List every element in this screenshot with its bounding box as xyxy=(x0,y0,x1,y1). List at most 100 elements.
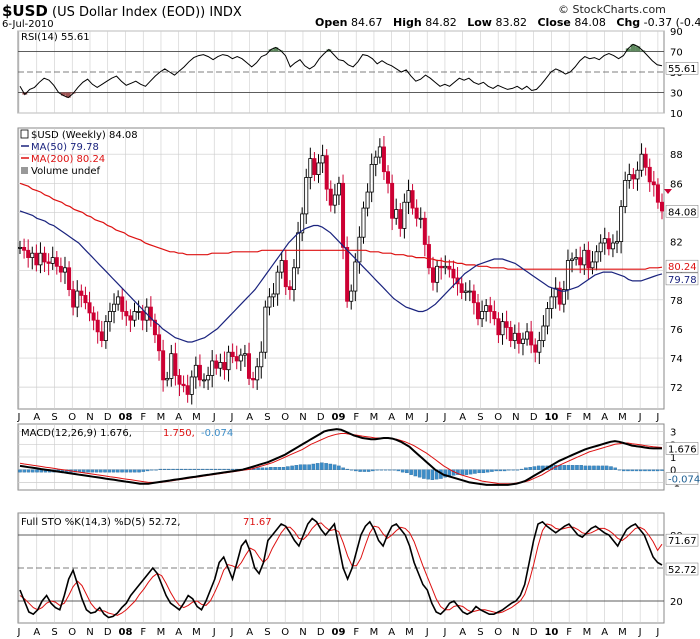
macd-histogram-bar xyxy=(609,466,613,470)
price-bar-body xyxy=(553,287,558,298)
x-axis-label: M xyxy=(405,412,414,423)
x-axis-label: D xyxy=(317,627,325,638)
price-bar-body xyxy=(586,249,591,269)
sto-legend-d: 71.67 xyxy=(243,517,272,528)
x-axis-label: S xyxy=(477,412,483,423)
macd-histogram-bar xyxy=(188,468,192,470)
symbol: $USD xyxy=(2,2,48,20)
price-bar-body xyxy=(34,252,39,266)
x-axis-label: D xyxy=(530,412,538,423)
macd-histogram-bar xyxy=(260,467,265,470)
price-bar-body xyxy=(381,146,386,173)
price-bar-body xyxy=(349,290,354,302)
y-axis-tick: 88 xyxy=(670,150,683,161)
macd-histogram-bar xyxy=(90,469,95,473)
y-axis-tick: 3 xyxy=(670,428,676,439)
macd-signal-line xyxy=(19,433,663,485)
macd-histogram-bar xyxy=(120,469,124,473)
macd-histogram-bar xyxy=(592,465,596,470)
macd-histogram-bar xyxy=(473,469,477,474)
y-axis-tick: 1 xyxy=(670,453,676,464)
price-bar-body xyxy=(529,331,534,346)
macd-histogram-bar xyxy=(587,465,592,470)
price-bar-body xyxy=(471,290,476,304)
macd-histogram-bar xyxy=(103,469,107,473)
x-axis-label: J xyxy=(638,412,642,423)
price-bar-body xyxy=(300,213,305,234)
price-bar-body xyxy=(336,182,341,196)
price-bar-body xyxy=(54,257,59,267)
macd-histogram-bar xyxy=(324,463,328,470)
x-axis-label: A xyxy=(601,412,608,423)
macd-histogram-bar xyxy=(502,469,507,472)
x-axis-label: M xyxy=(157,412,166,423)
price-bar-body xyxy=(148,306,153,321)
x-axis-label: F xyxy=(140,412,146,423)
chg-value: -0.37 (-0.43%) xyxy=(643,16,700,29)
macd-histogram-bar xyxy=(405,469,409,474)
price-bar-body xyxy=(541,325,546,341)
x-axis-label: A xyxy=(601,627,608,638)
y-axis-tick: 82 xyxy=(670,238,683,249)
legend-ma200: MA(200) 80.24 xyxy=(31,154,105,165)
x-axis-label: D xyxy=(530,627,538,638)
macd-histogram-bar xyxy=(158,468,163,470)
macd-histogram-bar xyxy=(35,469,39,473)
price-bar-body xyxy=(169,353,174,379)
x-axis-label: J xyxy=(17,412,21,423)
macd-histogram-bar xyxy=(371,469,375,472)
macd-last-value-box xyxy=(665,442,699,455)
macd-histogram-bar xyxy=(613,467,617,470)
x-axis-label: 08 xyxy=(119,412,133,423)
price-bar-body xyxy=(218,362,223,369)
price-bar-body xyxy=(582,249,587,266)
macd-histogram-bar xyxy=(375,469,379,471)
macd-histogram-bar xyxy=(494,469,498,472)
x-axis-label: O xyxy=(68,627,76,638)
x-axis-label: S xyxy=(264,627,270,638)
macd-histogram-bar xyxy=(570,465,575,470)
macd-histogram-bar xyxy=(111,469,116,473)
macd-histogram-bar xyxy=(604,465,609,470)
x-axis-label: 10 xyxy=(544,412,558,423)
price-bar-body xyxy=(353,261,358,292)
macd-histogram-bar xyxy=(358,469,362,472)
macd-histogram-bar xyxy=(218,468,222,470)
price-bar-body xyxy=(537,340,542,353)
price-bar-body xyxy=(590,261,595,269)
y-axis-tick: 90 xyxy=(670,27,683,38)
price-bar-body xyxy=(627,174,632,181)
price-bar-body xyxy=(291,267,296,291)
macd-histogram-bar xyxy=(379,469,384,471)
macd-histogram-bar xyxy=(422,469,426,479)
x-axis-label: A xyxy=(246,412,253,423)
macd-histogram-bar xyxy=(315,463,320,470)
x-axis-label: M xyxy=(157,627,166,638)
x-axis-label: M xyxy=(370,627,379,638)
x-axis-label: M xyxy=(192,627,201,638)
price-bar-body xyxy=(287,286,292,291)
price-bar-body xyxy=(112,303,117,312)
x-axis-label: O xyxy=(68,412,76,423)
open-label: Open xyxy=(315,16,348,29)
macd-histogram-bar xyxy=(498,469,503,472)
exchange: INDX xyxy=(209,5,242,20)
x-axis-label: J xyxy=(229,412,233,423)
macd-histogram-bar xyxy=(630,469,634,472)
macd-histogram-bar xyxy=(519,468,524,470)
price-bar-body xyxy=(480,311,485,320)
x-axis-label: F xyxy=(566,627,572,638)
price-last-ma200: 80.24 xyxy=(668,262,697,273)
price-bar-body xyxy=(410,190,415,209)
price-bar-body xyxy=(38,252,43,266)
macd-histogram-bar xyxy=(124,469,129,473)
legend-price-swatch xyxy=(20,129,29,139)
price-bar-body xyxy=(202,379,207,382)
macd-histogram-bar xyxy=(290,465,294,470)
brand-watermark: © StockCharts.com xyxy=(558,3,666,16)
macd-histogram-bar xyxy=(647,469,651,472)
high-label: High xyxy=(393,16,422,29)
price-bar-body xyxy=(426,244,431,269)
price-bar-body xyxy=(443,265,448,269)
